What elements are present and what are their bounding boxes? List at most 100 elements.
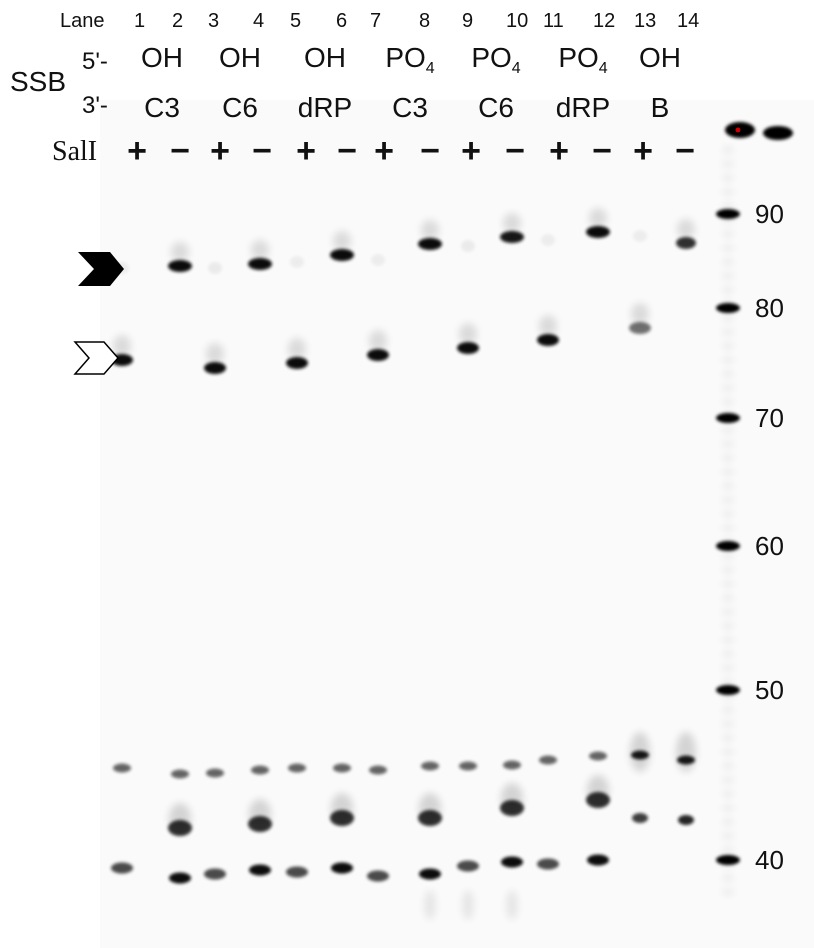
gel-smear: [501, 783, 523, 813]
band-smear: [251, 240, 269, 260]
sali-sign: +: [127, 132, 147, 170]
substrate-band: [457, 860, 479, 872]
substrate-band: [678, 815, 694, 825]
five-prime-text: OH: [304, 42, 346, 73]
lane-number: 6: [336, 10, 348, 32]
lane-number: 13: [634, 10, 657, 32]
three-prime-group: C3: [392, 92, 428, 123]
marker-size-label: 60: [755, 531, 784, 561]
product-band: [457, 342, 479, 354]
product-band: [208, 262, 222, 274]
substrate-band: [251, 765, 269, 775]
ladder-smear: [722, 398, 734, 406]
product-band: [371, 254, 385, 266]
ladder-smear: [722, 496, 734, 504]
substrate-band: [501, 856, 523, 868]
subscript: 4: [425, 60, 435, 77]
five-prime-group: OH: [141, 42, 183, 74]
band-smear: [333, 231, 351, 251]
five-prime-text: PO: [385, 42, 426, 73]
band-smear: [539, 315, 557, 337]
gel-smear: [249, 799, 271, 829]
three-prime-group: dRP: [555, 92, 611, 123]
gel-smear: [506, 890, 518, 920]
product-band: [367, 349, 389, 361]
band-smear: [113, 335, 131, 357]
ladder-smear: [722, 524, 734, 532]
ladder-smear: [722, 650, 734, 658]
band-smear: [171, 242, 189, 262]
marker-size-label: 50: [755, 675, 784, 705]
ladder-smear: [722, 818, 734, 826]
three-prime-group: C3: [144, 92, 180, 123]
substrate-band: [369, 765, 387, 775]
sali-sign: +: [461, 132, 481, 170]
five-prime-group: OH: [639, 42, 681, 74]
product-band: [537, 334, 559, 346]
ladder-smear: [722, 160, 734, 168]
product-band: [418, 238, 442, 250]
gel-smear: [462, 890, 474, 920]
three-prime-group: C6: [222, 92, 258, 123]
ladder-smear: [722, 580, 734, 588]
ladder-smear: [722, 776, 734, 784]
substrate-band: [111, 862, 133, 874]
lane-number: 4: [253, 10, 265, 32]
ladder-smear: [722, 692, 734, 700]
ladder-smear: [722, 356, 734, 364]
sali-sign: −: [420, 132, 440, 170]
ladder-smear: [722, 636, 734, 644]
product-band: [286, 357, 308, 369]
ladder-smear: [722, 426, 734, 434]
ladder-smear: [722, 538, 734, 546]
ladder-smear: [722, 174, 734, 182]
substrate-band: [367, 870, 389, 882]
subscript: 4: [598, 60, 608, 77]
ladder-smear: [722, 804, 734, 812]
substrate-band: [171, 769, 189, 779]
substrate-band: [503, 760, 521, 770]
lane-number: 10: [506, 10, 529, 32]
substrate-band: [587, 854, 609, 866]
lane-label: Lane: [60, 10, 105, 32]
ladder-smear: [722, 790, 734, 798]
open-chevron-arrow-icon: [73, 341, 119, 375]
band-smear: [369, 330, 387, 352]
product-band: [461, 240, 475, 252]
five-prime-group: OH: [304, 42, 346, 74]
sali-sign: −: [170, 132, 190, 170]
product-band: [676, 237, 696, 249]
gel-smear: [419, 793, 441, 823]
ladder-smear: [722, 888, 734, 896]
sali-sign: +: [549, 132, 569, 170]
filled-chevron-arrow-icon: [78, 252, 124, 286]
substrate-band: [169, 872, 191, 884]
product-band: [248, 258, 272, 270]
substrate-band: [419, 868, 441, 880]
substrate-band: [537, 858, 559, 870]
ladder-smear: [722, 412, 734, 420]
five-prime-text: PO: [558, 42, 599, 73]
ladder-smear: [722, 342, 734, 350]
sali-sign: −: [252, 132, 272, 170]
ladder-smear: [722, 230, 734, 238]
ladder-smear: [722, 440, 734, 448]
band-smear: [459, 323, 477, 345]
substrate-band: [333, 763, 351, 773]
band-smear: [206, 343, 224, 365]
product-band: [290, 256, 304, 268]
sali-label: SalI: [52, 136, 98, 167]
ladder-smear: [722, 874, 734, 882]
three-prime-label: 3'-: [82, 92, 108, 119]
sali-sign: −: [337, 132, 357, 170]
gel-smear: [587, 775, 609, 805]
ladder-smear: [722, 328, 734, 336]
ladder-smear: [722, 258, 734, 266]
marker-band: [716, 209, 740, 219]
lane-number: 2: [172, 10, 184, 32]
product-band: [633, 230, 647, 242]
lane-number: 1: [134, 10, 146, 32]
three-prime-group: dRP: [297, 92, 353, 123]
sali-sign: +: [296, 132, 316, 170]
